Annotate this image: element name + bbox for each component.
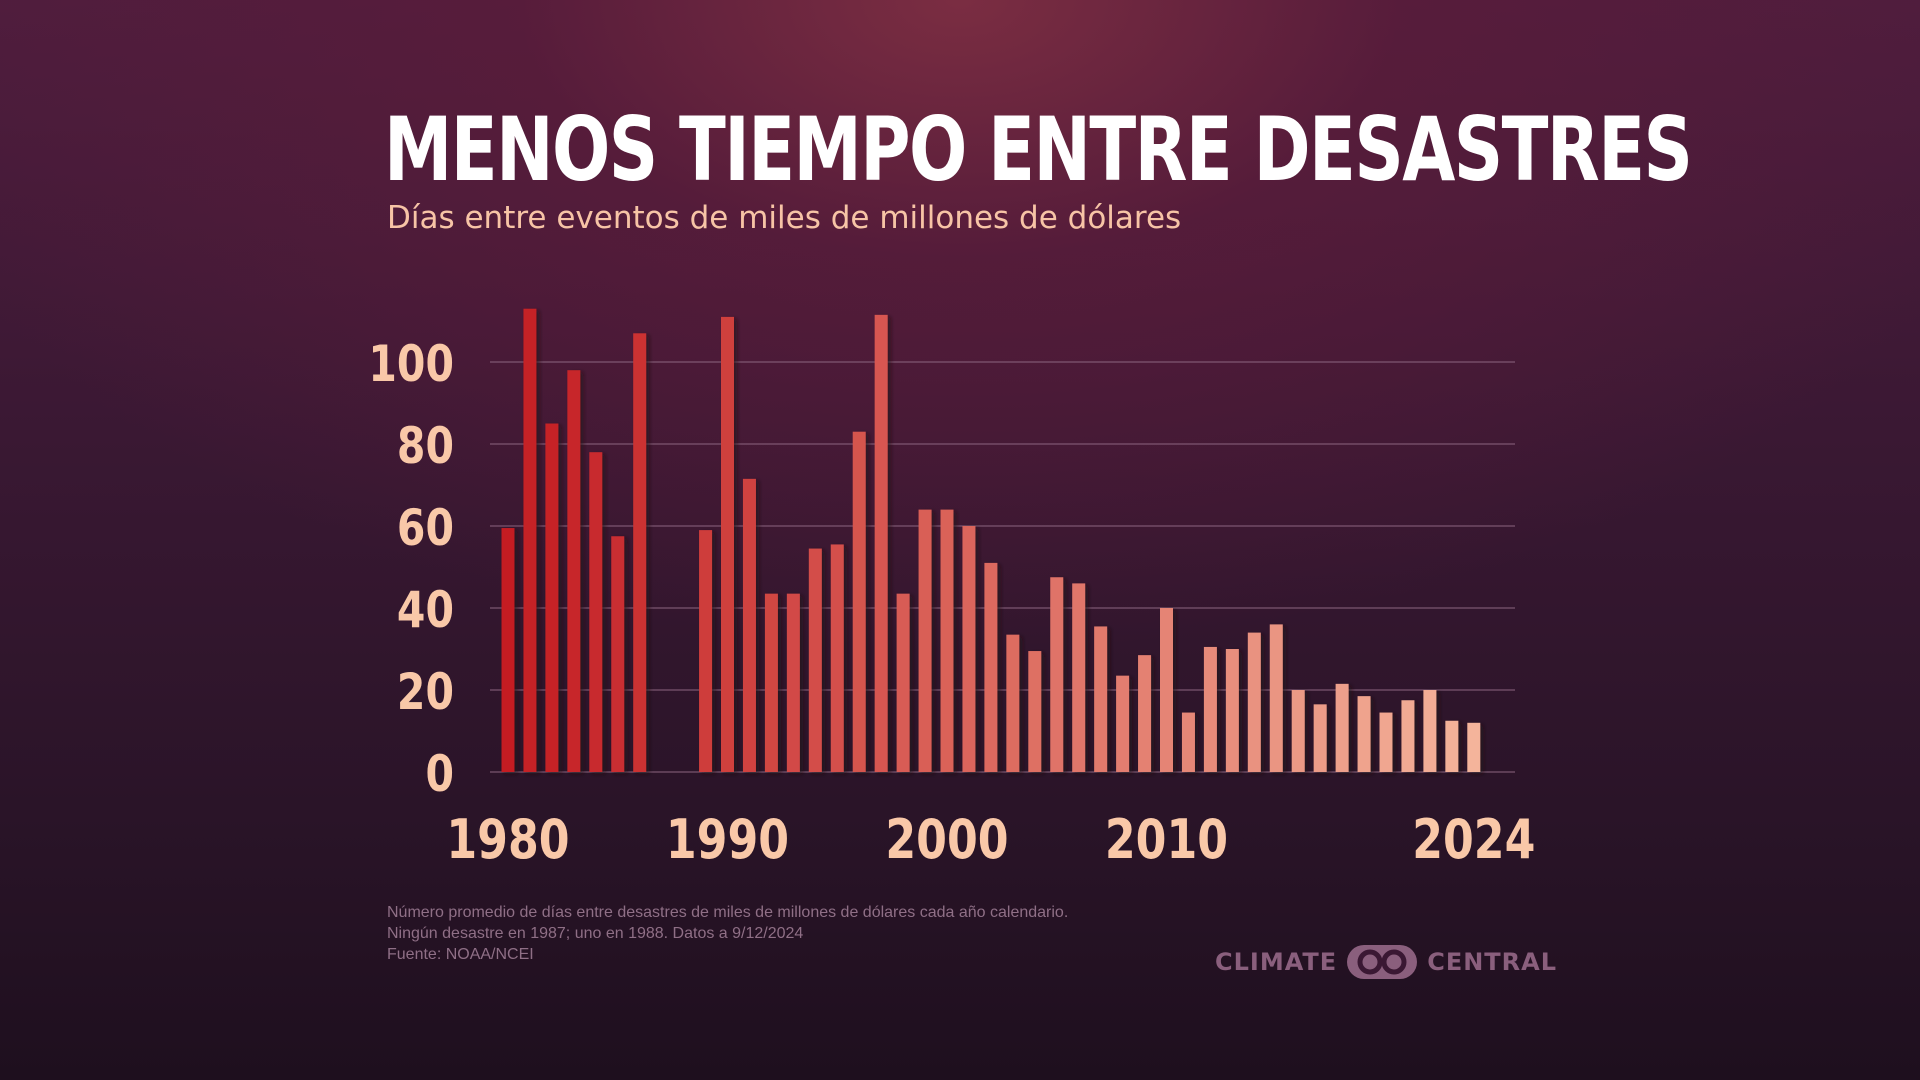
x-tick-label: 2010 <box>1105 808 1228 871</box>
bar-1998 <box>896 593 910 772</box>
y-tick-label: 40 <box>397 581 454 639</box>
bar-1990 <box>721 316 734 772</box>
bar-2017 <box>1313 704 1327 772</box>
footnote-line: Ningún desastre en 1987; uno en 1988. Da… <box>387 925 804 942</box>
bar-2003 <box>1006 634 1020 772</box>
bar-1989 <box>699 530 713 772</box>
y-tick-label: 20 <box>397 663 454 721</box>
footnotes: Número promedio de días entre desastres … <box>387 902 1068 965</box>
bar-1991 <box>742 478 756 772</box>
y-axis-ticks: 0 20 40 60 80 100 <box>368 335 454 803</box>
bar-1995 <box>830 544 844 772</box>
bar-1985 <box>611 536 625 772</box>
bar-2016 <box>1291 690 1305 772</box>
bar-2010 <box>1160 608 1173 772</box>
x-axis-ticks: 1980 1990 2000 2010 2024 <box>446 808 1535 871</box>
bar-1993 <box>786 593 800 772</box>
logo-text-climate: CLIMATE <box>1215 948 1338 976</box>
page-subtitle: Días entre eventos de miles de millones … <box>387 200 1182 236</box>
bar-2004 <box>1028 651 1042 772</box>
x-tick-label: 1990 <box>666 808 789 871</box>
bar-2011 <box>1181 712 1195 772</box>
x-tick-label: 1980 <box>446 808 569 871</box>
bar-2009 <box>1138 655 1152 772</box>
bar-2020 <box>1379 712 1393 772</box>
bar-1997 <box>874 314 888 772</box>
bar-2002 <box>984 562 998 772</box>
bar-2012 <box>1203 646 1217 772</box>
bar-2013 <box>1225 649 1239 772</box>
bar-2005 <box>1050 577 1064 772</box>
page-title: MENOS TIEMPO ENTRE DESASTRES <box>384 98 1693 201</box>
bar-2022 <box>1423 690 1437 772</box>
bar-1992 <box>764 593 778 772</box>
bar-1980 <box>501 528 515 772</box>
bar-2024 <box>1467 722 1481 772</box>
bar-1984 <box>589 452 603 772</box>
x-tick-label: 2000 <box>885 808 1008 871</box>
bar-2001 <box>962 526 976 772</box>
bar-1996 <box>852 431 866 772</box>
y-tick-label: 100 <box>368 335 454 393</box>
bar-1981 <box>523 308 537 772</box>
bar-2008 <box>1116 675 1130 772</box>
climate-central-logo: CLIMATE CENTRAL <box>1215 942 1557 982</box>
bar-2007 <box>1094 626 1108 772</box>
logo-text-central: CENTRAL <box>1427 948 1558 976</box>
y-tick-label: 0 <box>425 745 454 803</box>
bar-2021 <box>1401 700 1415 772</box>
bar-2018 <box>1335 683 1349 772</box>
bar-2014 <box>1247 632 1261 772</box>
bars <box>501 308 1481 772</box>
y-tick-label: 60 <box>397 499 454 557</box>
bar-1986 <box>633 333 647 772</box>
bar-1982 <box>545 423 559 772</box>
bar-2015 <box>1269 624 1283 772</box>
bar-1999 <box>918 509 932 772</box>
bar-1994 <box>808 548 822 772</box>
bar-2019 <box>1357 696 1371 772</box>
footnote-line: Número promedio de días entre desastres … <box>387 904 1069 921</box>
bar-2006 <box>1072 583 1086 772</box>
bar-1983 <box>567 370 581 772</box>
climate-central-logo-icon <box>1345 942 1419 982</box>
source-line: Fuente: NOAA/NCEI <box>387 946 534 963</box>
bar-2023 <box>1445 720 1459 772</box>
bar-2000 <box>940 509 954 772</box>
y-tick-label: 80 <box>397 417 454 475</box>
x-tick-label: 2024 <box>1412 808 1535 871</box>
